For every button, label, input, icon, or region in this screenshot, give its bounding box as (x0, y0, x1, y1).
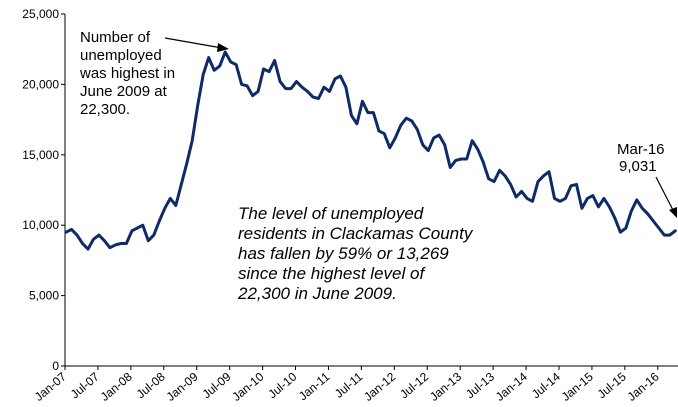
peak-line-2: unemployed (80, 47, 162, 64)
x-tick-label: Jan-15 (559, 369, 596, 404)
x-axis: Jan-07Jul-07Jan-08Jul-08Jan-09Jul-09Jan-… (32, 366, 678, 404)
x-tick-label: Jan-14 (493, 369, 530, 404)
summary-line-5: 22,300 in June 2009. (237, 284, 397, 303)
peak-line-3: was highest in (79, 65, 175, 82)
summary-line-4: since the highest level of (238, 264, 426, 283)
x-tick-label: Jul-08 (134, 369, 168, 401)
summary-line-2: residents in Clackamas County (238, 224, 474, 243)
x-tick-label: Jan-13 (427, 369, 464, 404)
summary-line-3: has fallen by 59% or 13,269 (238, 244, 449, 263)
x-tick-label: Jan-09 (164, 369, 201, 404)
x-tick-label: Jul-11 (332, 369, 366, 400)
x-tick-label: Jan-16 (625, 369, 662, 404)
y-tick-label: 5,000 (29, 289, 59, 303)
x-tick-label: Jul-15 (595, 369, 629, 401)
y-tick-label: 15,000 (22, 148, 59, 162)
x-tick-label: Jan-12 (361, 369, 398, 404)
y-tick-label: 20,000 (22, 77, 59, 91)
latest-arrow-head (669, 207, 677, 218)
x-tick-label: Jan-07 (32, 369, 69, 404)
summary-line-1: The level of unemployed (238, 204, 424, 223)
x-tick-label: Jan-11 (296, 369, 333, 403)
peak-annotation: Number of unemployed was highest in June… (79, 29, 229, 118)
latest-annotation: Mar-16 9,031 (617, 141, 677, 218)
x-tick-label: Jan-08 (98, 369, 135, 404)
x-tick-label: Jul-07 (68, 369, 102, 401)
peak-arrow-head (217, 43, 229, 52)
peak-line-4: June 2009 at (80, 83, 168, 100)
x-tick-label: Jan-10 (229, 369, 266, 404)
peak-line-1: Number of (80, 29, 151, 46)
x-tick-label: Jul-10 (265, 369, 299, 401)
x-tick-label: Jul-13 (463, 369, 497, 401)
latest-date-label: Mar-16 (617, 141, 665, 158)
peak-line-5: 22,300. (80, 101, 130, 118)
x-tick-label: Jul-14 (529, 369, 563, 401)
peak-arrow (165, 38, 222, 48)
x-tick-label: Jul-12 (397, 369, 431, 401)
x-tick-label: Jul-09 (200, 369, 234, 401)
latest-arrow (656, 177, 674, 212)
y-tick-label: 25,000 (22, 7, 59, 21)
y-tick-label: 10,000 (22, 218, 59, 232)
latest-value-label: 9,031 (619, 158, 657, 175)
summary-annotation: The level of unemployed residents in Cla… (237, 204, 474, 303)
